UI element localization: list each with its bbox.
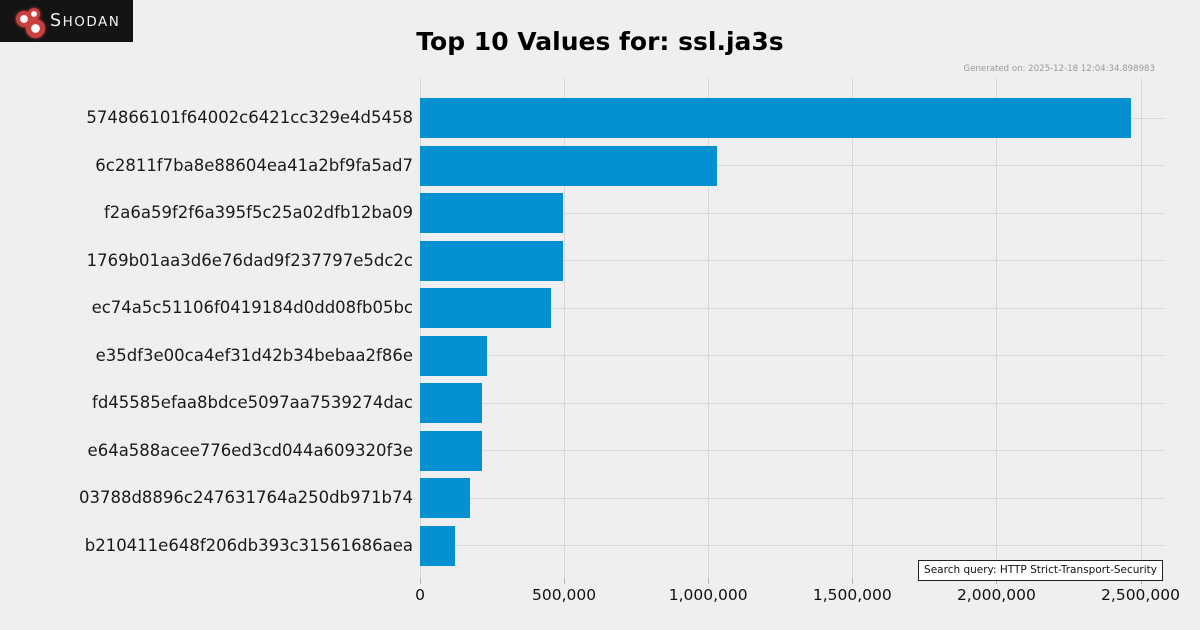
search-query-annotation: Search query: HTTP Strict-Transport-Secu… [918,560,1163,581]
y-tick-label: e35df3e00ca4ef31d42b34bebaa2f86e [95,345,413,365]
horizontal-gridline [420,165,1165,166]
y-tick-label: fd45585efaa8bdce5097aa7539274dac [92,393,413,412]
bar [420,478,470,518]
x-tick-label: 1,000,000 [668,586,748,604]
x-tick-label: 0 [415,586,425,604]
x-tick-mark [852,578,854,584]
vertical-gridline [564,78,566,578]
x-tick-mark [420,578,421,584]
x-tick-label: 1,500,000 [812,586,892,604]
y-tick-label: ec74a5c51106f0419184d0dd08fb05bc [91,298,413,317]
y-tick-label: f2a6a59f2f6a395f5c25a02dfb12ba09 [103,203,413,222]
vertical-gridline [708,78,710,578]
logo-circle [28,8,40,20]
bar [420,288,551,328]
bar [420,525,455,566]
y-tick-label: e64a588acee776ed3cd044a609320f3e [87,440,413,460]
bar-chart-plot-area [420,78,1165,578]
x-axis: 0 500,000 1,000,000 1,500,000 2,000,000 2,500… [415,578,1180,612]
x-tick-label: 2,500,000 [1101,586,1180,604]
y-axis-labels: 574866101f64002c6421cc329e4d5458 6c2811f7… [0,78,413,578]
bar [420,335,487,376]
bar [420,240,563,281]
horizontal-gridline [420,497,1165,499]
x-tick-mark [708,578,710,584]
horizontal-gridline [420,355,1165,356]
y-tick-label: 03788d8896c247631764a250db971b74 [78,488,413,507]
vertical-gridline [420,78,421,578]
horizontal-gridline [420,545,1165,546]
y-tick-label: 6c2811f7ba8e88604ea41a2bf9fa5ad7 [95,155,413,175]
bar [420,383,483,423]
shodan-logo: SHODAN [0,0,133,42]
horizontal-gridline [420,307,1165,309]
bar [420,98,1131,138]
page-title: Top 10 Values for: ssl.ja3s [416,27,784,56]
horizontal-gridline [420,402,1165,404]
x-tick-mark [564,578,566,584]
vertical-gridline [1140,78,1142,578]
logo-wordmark: SHODAN [50,10,121,31]
generated-timestamp: Generated on: 2025-12-18 12:04:34.898983 [963,64,1155,74]
horizontal-gridline [420,450,1165,451]
bar [420,430,482,471]
horizontal-gridline [420,260,1165,261]
shodan-circles-icon [0,0,50,42]
bar [420,193,563,233]
y-tick-label: 1769b01aa3d6e76dad9f237797e5dc2c [86,250,413,270]
y-tick-label: 574866101f64002c6421cc329e4d5458 [86,108,413,127]
logo-circle [26,19,45,38]
x-tick-label: 2,000,000 [956,586,1036,604]
bar [420,145,717,186]
x-tick-mark [996,578,998,584]
vertical-gridline [996,78,998,578]
x-tick-mark [1140,578,1142,584]
vertical-gridline [852,78,854,578]
y-tick-label: b210411e648f206db393c31561686aea [84,535,413,555]
horizontal-gridline [420,212,1165,214]
x-tick-label: 500,000 [532,586,597,604]
